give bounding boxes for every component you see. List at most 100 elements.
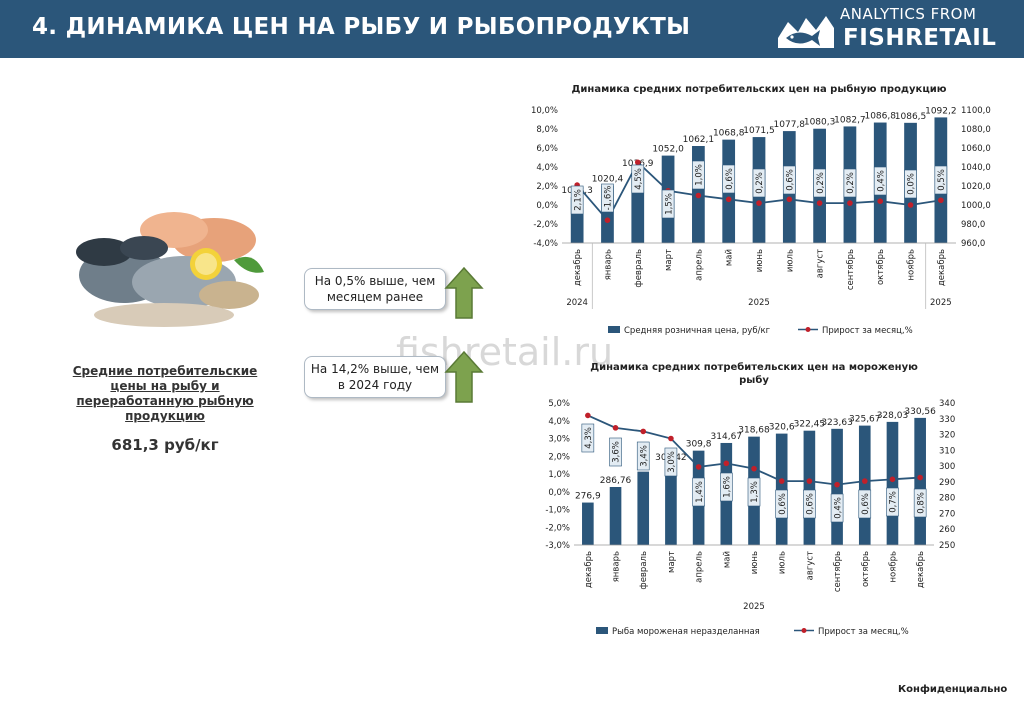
callout-monthly-text: На 0,5% выше, чем месяцем ранее [314, 274, 436, 304]
growth-label-box [631, 164, 645, 194]
right-axis-tick: 1080,0 [961, 125, 991, 135]
growth-label-group: 0,0% [904, 169, 917, 199]
growth-label-group: 2,1% [570, 185, 584, 215]
right-axis-tick: 1020,0 [961, 182, 991, 192]
left-panel-title: Средние потребительские цены на рыбу и п… [72, 364, 258, 423]
bar [637, 471, 650, 545]
growth-label-group: 0,7% [886, 487, 899, 517]
growth-label-group: 0,4% [830, 493, 844, 523]
header-bar: 4. ДИНАМИКА ЦЕН НА РЫБУ И РЫБОПРОДУКТЫ A… [0, 0, 1024, 58]
callout-monthly: На 0,5% выше, чем месяцем ранее [304, 268, 446, 310]
growth-marker [834, 481, 840, 488]
left-panel-price: 681,3 руб/кг [111, 436, 219, 454]
category-label: июль [778, 551, 788, 574]
logo-text-brand: FISHRETAIL [843, 25, 997, 51]
growth-label-box [775, 489, 788, 519]
growth-label-box [873, 166, 887, 196]
growth-label: 3,0% [667, 451, 677, 473]
growth-label-box [752, 168, 766, 198]
category-label: май [722, 551, 732, 568]
growth-label-group: 3,4% [636, 441, 650, 471]
growth-label-group: 0,2% [813, 168, 826, 198]
left-axis-tick: -4,0% [533, 239, 558, 249]
growth-label: 1,6% [723, 476, 733, 498]
growth-label-group: 0,6% [783, 165, 796, 195]
bar-value-label: 1092,2 [925, 106, 957, 116]
category-label: февраль [634, 249, 644, 288]
growth-marker [751, 465, 757, 472]
growth-marker [725, 196, 732, 203]
category-label: март [667, 551, 677, 573]
left-axis-tick: 0,0% [548, 488, 570, 498]
left-axis-tick: 3,0% [548, 435, 570, 445]
chart-frozen-fish-prices: Динамика средних потребительских цен на … [545, 361, 955, 637]
callout-yearly-text: На 14,2% выше, чем в 2024 году [310, 362, 440, 392]
growth-marker [723, 460, 730, 467]
growth-label-group: 0,4% [873, 166, 887, 196]
bar-value-label: 320,6 [769, 423, 795, 433]
growth-label-group: 0,6% [775, 489, 788, 519]
growth-marker [668, 435, 674, 442]
year-group-label: 2025 [930, 298, 952, 308]
right-axis-tick: 1100,0 [961, 106, 991, 116]
growth-label: 0,5% [937, 169, 947, 191]
category-label: январь [603, 249, 613, 280]
bar-value-label: 276,9 [575, 492, 601, 502]
growth-label-group: 1,5% [661, 189, 675, 219]
left-axis-tick: -2,0% [545, 523, 570, 533]
bar-value-label: 1020,4 [592, 175, 624, 185]
left-axis-tick: 1,0% [548, 470, 570, 480]
category-label: май [725, 249, 735, 266]
growth-marker [938, 197, 944, 204]
category-label: март [664, 249, 674, 271]
right-axis-tick: 320 [939, 431, 955, 441]
left-axis-tick: 4,0% [548, 417, 570, 427]
right-axis-tick: 960,0 [961, 239, 985, 249]
growth-label: 0,2% [755, 172, 765, 194]
growth-marker [806, 478, 813, 484]
category-label: сентябрь [846, 249, 856, 290]
growth-marker [756, 200, 762, 206]
growth-label-box [747, 477, 761, 507]
category-label: февраль [639, 551, 649, 590]
growth-label-group: 1,3% [747, 477, 761, 507]
growth-label: 4,3% [584, 427, 594, 449]
growth-label-group: 0,6% [803, 489, 816, 519]
category-label: ноябрь [907, 249, 917, 281]
bar-value-label: 1082,7 [834, 115, 866, 125]
bar [582, 502, 594, 545]
growth-label-box [692, 160, 705, 190]
bar-value-label: 314,67 [711, 432, 743, 442]
legend-line-marker [801, 628, 807, 633]
growth-label-box [803, 489, 816, 519]
right-axis-tick: 260 [939, 525, 955, 535]
seafood-photo [76, 212, 264, 327]
growth-label: 0,4% [833, 497, 843, 519]
right-axis-tick: 340 [939, 399, 955, 409]
growth-label: 1,4% [695, 481, 705, 503]
legend-line-label: Прирост за месяц,% [822, 326, 913, 336]
bar-value-label: 328,03 [877, 411, 909, 421]
growth-label: 0,7% [889, 491, 899, 513]
growth-label-group: 0,6% [858, 489, 872, 519]
right-axis-tick: 250 [939, 541, 955, 551]
bar-value-label: 1080,3 [804, 118, 836, 128]
category-label: сентябрь [833, 551, 843, 592]
right-axis-tick: 980,0 [961, 220, 985, 230]
growth-label: 1,0% [695, 164, 705, 186]
bar-value-label: 322,45 [794, 420, 826, 430]
left-axis-tick: 0,0% [536, 201, 558, 211]
chart-title: Динамика средних потребительских цен на … [590, 361, 918, 373]
growth-label-group: 3,0% [664, 447, 678, 477]
bar-value-label: 325,67 [849, 415, 881, 425]
growth-label-group: 0,6% [722, 164, 735, 194]
growth-label-box [581, 423, 595, 453]
legend-bar-swatch [596, 627, 608, 634]
growth-label-box [636, 441, 650, 471]
growth-marker [634, 159, 641, 166]
bar-value-label: 330,56 [904, 407, 936, 417]
growth-label: 0,6% [806, 493, 816, 515]
growth-marker [907, 202, 914, 208]
growth-label-group: 3,6% [609, 437, 622, 467]
up-arrow-icon [444, 350, 484, 403]
